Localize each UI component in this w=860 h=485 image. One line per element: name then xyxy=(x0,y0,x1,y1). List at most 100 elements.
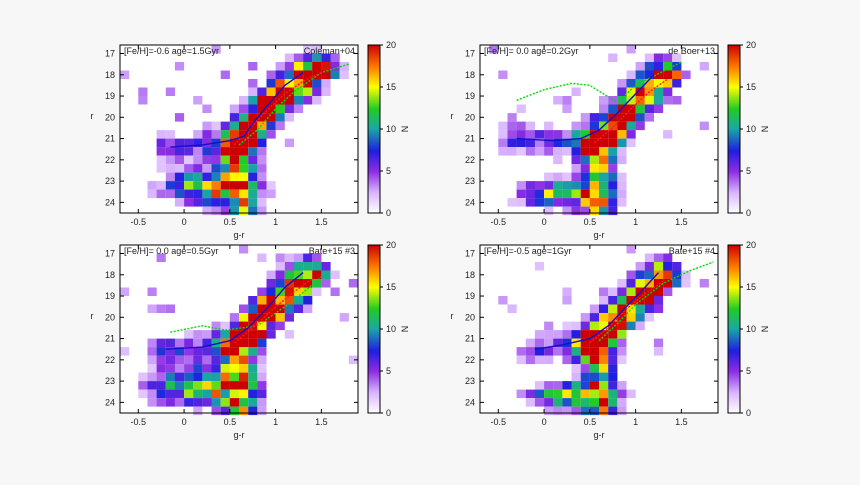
heatmap-cell xyxy=(580,138,590,148)
heatmap-cell xyxy=(248,147,258,156)
heatmap-cell xyxy=(571,155,581,165)
heatmap-cell xyxy=(239,406,249,416)
isochrone-line xyxy=(170,72,304,148)
heatmap-cell xyxy=(248,321,258,331)
heatmap-cell xyxy=(165,398,175,407)
x-tick-label: 1 xyxy=(273,417,278,427)
isochrone-alt-line xyxy=(238,63,350,146)
heatmap-cell xyxy=(275,121,285,131)
heatmap-cell xyxy=(589,172,599,182)
heatmap-cell xyxy=(672,70,682,79)
heatmap-cell xyxy=(138,381,148,390)
heatmap-cell xyxy=(608,321,618,331)
y-tick-label: 23 xyxy=(105,176,115,186)
heatmap-cell xyxy=(507,130,517,139)
x-axis-label: g-r xyxy=(594,430,605,440)
heatmap-cell xyxy=(626,287,636,296)
heatmap-cell xyxy=(321,70,331,79)
heatmap-cell xyxy=(626,296,636,305)
heatmap-cell xyxy=(229,164,239,173)
heatmap-cell xyxy=(239,121,249,131)
heatmap-cell xyxy=(239,381,249,390)
heatmap-cell xyxy=(275,296,285,305)
heatmap-cell xyxy=(608,164,618,173)
heatmap-cell xyxy=(525,130,535,139)
heatmap-cell xyxy=(220,181,230,190)
x-tick-label: -0.5 xyxy=(491,217,507,227)
y-tick-label: 21 xyxy=(465,134,475,144)
heatmap-cell xyxy=(293,70,304,79)
heatmap-cell xyxy=(257,189,267,199)
heatmap-cell xyxy=(239,198,249,207)
heatmap-cell xyxy=(626,279,636,288)
heatmap-cell xyxy=(617,96,627,105)
heatmap-cell xyxy=(165,389,175,399)
heatmap-cell xyxy=(275,70,285,79)
heatmap-cell xyxy=(211,347,221,356)
heatmap-cell xyxy=(562,104,572,113)
heatmap-cell xyxy=(202,164,212,173)
y-tick-label: 21 xyxy=(105,334,115,344)
heatmap-cell xyxy=(571,172,581,182)
heatmap-cell xyxy=(193,347,203,356)
heatmap-cell xyxy=(599,338,609,348)
heatmap-cell xyxy=(626,130,636,139)
heatmap-cell xyxy=(239,113,249,122)
heatmap-cell xyxy=(339,62,349,71)
heatmap-cell xyxy=(589,389,599,399)
heatmap-cell xyxy=(147,355,157,365)
heatmap-cell xyxy=(211,389,221,399)
heatmap-cell xyxy=(284,104,294,113)
heatmap-cell xyxy=(644,313,654,322)
heatmap-cell xyxy=(571,87,581,96)
heatmap-cell xyxy=(165,372,175,382)
heatmap-cell xyxy=(580,364,590,373)
heatmap-cell xyxy=(608,206,618,216)
heatmap-cell xyxy=(644,53,654,62)
colorbar-tick-label: 0 xyxy=(746,208,751,218)
heatmap-cell xyxy=(266,181,276,190)
heatmap-cell xyxy=(156,372,166,382)
heatmap-cell xyxy=(174,347,185,356)
heatmap-cell xyxy=(174,164,185,173)
heatmap-cell xyxy=(202,381,212,390)
heatmap-cell xyxy=(138,96,148,105)
heatmap-cell xyxy=(248,87,258,96)
heatmap-cell xyxy=(239,389,249,399)
heatmap-cell xyxy=(589,304,599,313)
colorbar-tick-label: 10 xyxy=(746,324,756,334)
heatmap-cell xyxy=(220,372,230,382)
heatmap-cell xyxy=(617,296,627,305)
heatmap-cell xyxy=(293,104,304,113)
heatmap-cell xyxy=(202,130,212,139)
heatmap-cell xyxy=(275,62,285,71)
x-tick-label: -0.5 xyxy=(131,217,147,227)
heatmap-cell xyxy=(248,364,258,373)
y-tick-label: 24 xyxy=(105,197,115,207)
heatmap-cell xyxy=(562,296,572,305)
heatmap-cell xyxy=(202,138,212,148)
heatmap-cell xyxy=(653,279,664,288)
heatmap-cell xyxy=(211,364,221,373)
heatmap-cell xyxy=(571,147,581,156)
heatmap-cell xyxy=(544,381,554,390)
heatmap-cell xyxy=(608,398,618,407)
heatmap-cell xyxy=(516,130,526,139)
heatmap-cell xyxy=(617,338,627,348)
heatmap-cell xyxy=(589,338,599,348)
heatmap-cell xyxy=(202,104,212,113)
heatmap-cell xyxy=(534,147,545,156)
heatmap-cell xyxy=(211,381,221,390)
heatmap-cell xyxy=(635,104,645,113)
heatmap-cell xyxy=(617,347,627,356)
heatmap-cell xyxy=(174,355,185,365)
heatmap-cell xyxy=(184,164,194,173)
heatmap-cell xyxy=(544,389,554,399)
heatmap-cell xyxy=(284,53,294,62)
heatmap-cell xyxy=(184,172,194,182)
heatmap-cell xyxy=(599,304,609,313)
heatmap-cell xyxy=(257,338,267,348)
colorbar-tick-label: 15 xyxy=(386,282,396,292)
heatmap-cell xyxy=(663,130,673,139)
heatmap-cell xyxy=(498,70,508,79)
